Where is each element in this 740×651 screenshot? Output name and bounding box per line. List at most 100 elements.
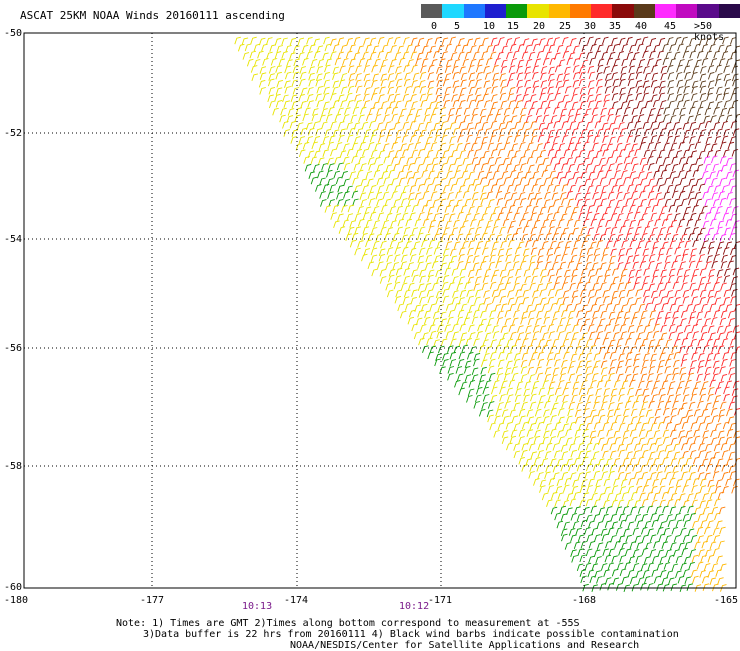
wind-barb [612, 268, 619, 276]
wind-barb [622, 415, 629, 423]
wind-barb [694, 541, 701, 550]
wind-barb [580, 519, 588, 528]
wind-barb [644, 100, 652, 108]
wind-barb [534, 416, 542, 425]
wind-barb [411, 64, 418, 73]
wind-barb [577, 136, 584, 145]
wind-barb [517, 43, 525, 52]
wind-barb [554, 499, 561, 508]
wind-barb [392, 262, 400, 270]
wind-barb [284, 71, 292, 80]
wind-barb [666, 37, 674, 45]
wind-barb [726, 192, 733, 200]
wind-barb [278, 58, 286, 67]
wind-barb [687, 115, 694, 124]
wind-barb [457, 94, 465, 102]
wind-barb [604, 520, 612, 528]
wind-barb [679, 584, 687, 593]
wind-barb [724, 268, 731, 276]
wind-barb [571, 485, 579, 494]
wind-barb [476, 240, 484, 249]
wind-barb [291, 129, 299, 137]
wind-barb [308, 78, 315, 87]
wind-barb [412, 85, 420, 94]
wind-barb [614, 316, 622, 325]
wind-barb [399, 310, 407, 319]
wind-barb [594, 296, 602, 305]
wind-barb [648, 198, 655, 206]
wind-barb [542, 219, 549, 227]
wind-barb [497, 184, 505, 192]
wind-barb [548, 274, 555, 283]
wind-barb [608, 311, 616, 320]
wind-barb [459, 268, 467, 277]
wind-barb [651, 296, 659, 305]
wind-barb [713, 254, 720, 262]
wind-barb [414, 156, 421, 165]
wind-barb [578, 423, 585, 431]
wind-barb [459, 66, 466, 74]
wind-barb [453, 219, 460, 228]
wind-barb [534, 408, 542, 417]
wind-barb [662, 43, 669, 52]
wind-barb [454, 157, 461, 165]
wind-barb [542, 303, 549, 311]
wind-barb [616, 262, 624, 270]
wind-barb [610, 421, 618, 430]
wind-barb [517, 59, 525, 68]
wind-barb [357, 218, 365, 227]
wind-barb [669, 240, 677, 248]
wind-barb [625, 463, 632, 472]
wind-barb [612, 324, 620, 332]
wind-barb [618, 449, 625, 458]
wind-barb [608, 51, 616, 60]
wind-barb [529, 94, 537, 102]
wind-barb [720, 107, 728, 116]
wind-barb [685, 155, 693, 164]
wind-barb [436, 72, 443, 81]
wind-barb [417, 134, 424, 143]
wind-barb [596, 324, 603, 333]
wind-barb [591, 563, 599, 571]
wind-barb [404, 205, 411, 213]
wind-barb [455, 191, 462, 199]
wind-barb [497, 148, 505, 157]
wind-barb [452, 323, 459, 332]
wind-barb [691, 100, 699, 109]
wind-barb [625, 232, 632, 241]
wind-barb [438, 156, 446, 165]
wind-barb [613, 457, 621, 466]
wind-barb [587, 289, 595, 297]
wind-barb [590, 218, 598, 227]
wind-barb [729, 197, 736, 206]
wind-barb [692, 456, 700, 465]
wind-barb [534, 58, 542, 66]
wind-barb [514, 183, 521, 192]
wind-barb [509, 43, 517, 52]
wind-barb [468, 86, 476, 95]
wind-barb [690, 534, 698, 543]
wind-barb [379, 128, 387, 137]
wind-barb [516, 79, 523, 88]
wind-barb [685, 409, 693, 417]
wind-barb [445, 330, 453, 339]
wind-barb [713, 338, 720, 346]
wind-barb [560, 366, 567, 375]
wind-barb [598, 492, 606, 501]
wind-barb [733, 436, 740, 444]
wind-barb [514, 276, 522, 284]
wind-barb [722, 351, 729, 360]
wind-barb [484, 324, 492, 332]
wind-barb [394, 246, 401, 255]
wind-barb [336, 191, 343, 200]
wind-barb [718, 58, 726, 66]
wind-barb [606, 415, 614, 424]
wind-barb [683, 85, 690, 94]
wind-barb [630, 408, 638, 417]
wind-barb [539, 226, 546, 234]
wind-barb [447, 192, 454, 200]
wind-barb [621, 58, 628, 67]
wind-barb [549, 345, 557, 354]
wind-barb [404, 303, 412, 311]
wind-barb [475, 394, 482, 403]
